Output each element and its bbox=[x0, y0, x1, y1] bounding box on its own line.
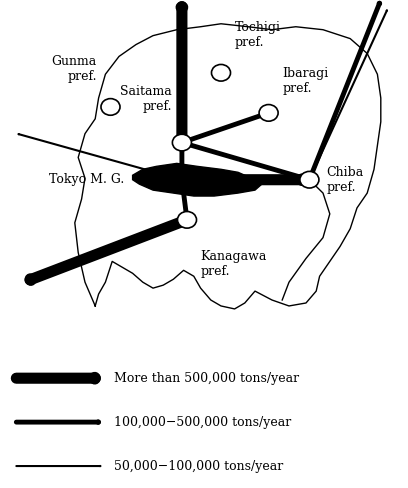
Text: Kanagawa
pref.: Kanagawa pref. bbox=[201, 249, 267, 278]
Polygon shape bbox=[133, 163, 262, 196]
Circle shape bbox=[300, 171, 319, 188]
Text: Ibaragi
pref.: Ibaragi pref. bbox=[282, 67, 328, 95]
Text: 50,000−100,000 tons/year: 50,000−100,000 tons/year bbox=[114, 460, 284, 472]
Text: Tokyo M. G.: Tokyo M. G. bbox=[49, 173, 124, 186]
Circle shape bbox=[259, 104, 278, 121]
Text: Tochigi
pref.: Tochigi pref. bbox=[235, 21, 281, 49]
Circle shape bbox=[101, 99, 120, 115]
Text: Gunma
pref.: Gunma pref. bbox=[52, 55, 97, 83]
Text: More than 500,000 tons/year: More than 500,000 tons/year bbox=[114, 372, 299, 385]
Text: Saitama
pref.: Saitama pref. bbox=[120, 85, 172, 113]
Circle shape bbox=[172, 134, 191, 151]
Circle shape bbox=[177, 211, 197, 228]
Text: 100,000−500,000 tons/year: 100,000−500,000 tons/year bbox=[114, 416, 291, 428]
Circle shape bbox=[211, 64, 231, 81]
Text: Chiba
pref.: Chiba pref. bbox=[326, 166, 364, 194]
